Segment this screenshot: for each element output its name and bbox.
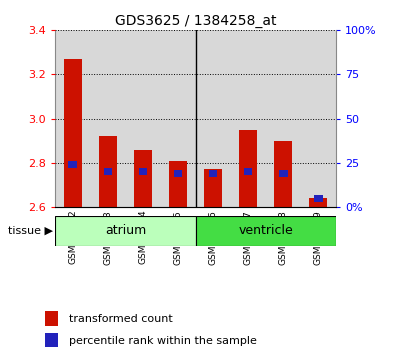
Bar	[301, 30, 336, 207]
Bar	[169, 161, 187, 207]
Bar	[196, 30, 231, 207]
Bar	[139, 168, 147, 175]
Bar	[64, 59, 82, 207]
Bar	[265, 30, 301, 207]
Bar	[55, 216, 196, 246]
Text: tissue ▶: tissue ▶	[8, 226, 53, 236]
Bar	[45, 312, 58, 326]
Bar	[134, 150, 152, 207]
Bar	[90, 30, 126, 207]
Title: GDS3625 / 1384258_at: GDS3625 / 1384258_at	[115, 14, 276, 28]
Bar	[231, 30, 265, 207]
Bar	[55, 30, 90, 207]
Bar	[196, 216, 336, 246]
Bar	[275, 141, 292, 207]
Bar	[68, 161, 77, 168]
Bar	[160, 30, 196, 207]
Bar	[103, 168, 112, 175]
Bar	[314, 195, 323, 202]
Bar	[309, 198, 327, 207]
Text: transformed count: transformed count	[69, 314, 173, 325]
Text: ventricle: ventricle	[238, 224, 293, 238]
Bar	[239, 130, 257, 207]
Text: percentile rank within the sample: percentile rank within the sample	[69, 336, 257, 346]
Bar	[209, 170, 217, 177]
Bar	[279, 170, 288, 177]
Bar	[244, 168, 252, 175]
Bar	[45, 333, 58, 347]
Text: atrium: atrium	[105, 224, 146, 238]
Bar	[204, 170, 222, 207]
Bar	[174, 170, 182, 177]
Bar	[99, 136, 117, 207]
Bar	[126, 30, 160, 207]
